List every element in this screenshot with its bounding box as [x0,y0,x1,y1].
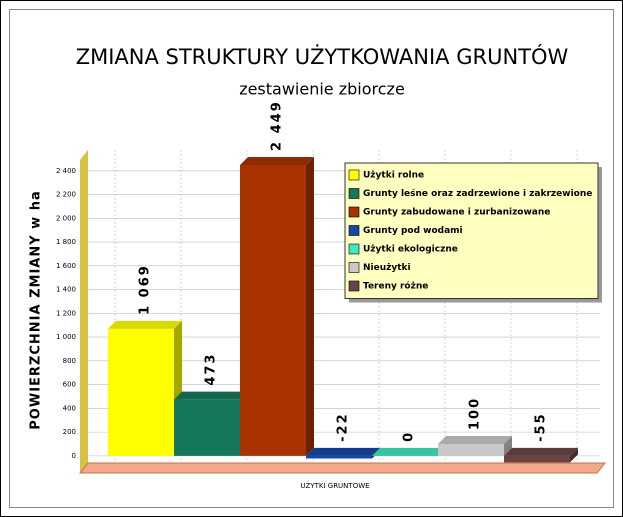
y-axis-label: POWIERZCHNIA ZMIANY w ha [29,190,44,429]
y-tick-label: 2 400 [56,167,76,175]
legend-swatch [348,280,360,292]
bar [438,443,504,456]
value-label: 2 449 [270,100,285,151]
legend-swatch [348,225,360,236]
y-wall [80,150,88,473]
x-axis-label: UŻYTKI GRUNTOWE [300,481,369,490]
y-tick-label: 2 000 [56,214,76,222]
y-tick-label: 1 000 [56,333,76,341]
bar-top [306,447,380,456]
legend-label: Nieużytki [363,263,411,273]
value-label: 0 [402,431,417,442]
y-tick-label: 2 200 [56,191,76,199]
bar [504,455,570,463]
bar-top [108,320,182,329]
y-tick-label: 1 400 [56,286,76,294]
bar [108,328,174,456]
legend-label: Tereny różne [363,281,428,292]
legend-swatch [348,206,360,218]
legend-label: Grunty zabudowane i zurbanizowane [363,208,550,218]
legend-label: Grunty pod wodami [363,226,463,236]
value-label: 473 [204,353,219,386]
value-label: 1 069 [138,264,153,315]
y-tick-label: 1 200 [56,309,76,317]
value-label: -55 [534,412,549,442]
bar-side [306,156,314,456]
floor [78,462,607,474]
legend-swatch [348,243,360,255]
bar-side [504,435,512,456]
legend-label: Użytki ekologiczne [363,245,458,255]
y-tick-label: 0 [72,452,76,460]
legend-swatch [348,262,360,273]
y-tick-label: 1 800 [56,238,76,246]
y-tick-label: 400 [63,404,76,412]
chart-subtitle: zestawienie zbiorcze [239,80,405,99]
y-tick-label: 600 [63,381,76,389]
legend-label: Użytki rolne [363,171,424,181]
y-tick-label: 800 [63,357,76,365]
bar-top [372,447,446,456]
bar [174,399,240,456]
bar-top [438,435,512,444]
y-tick-label: 200 [63,428,76,436]
value-label: -22 [336,412,351,442]
bar-side [570,447,578,463]
bar-top [504,447,578,456]
legend [344,162,599,299]
bar-top [174,391,248,400]
chart-title: ZMIANA STRUKTURY UŻYTKOWANIA GRUNTÓW [76,44,569,69]
y-tick-label: 1 600 [56,262,76,270]
value-label: 100 [468,397,483,430]
legend-swatch [348,188,360,199]
bar [306,455,372,459]
bar [240,164,306,456]
legend-swatch [348,169,360,181]
legend-label: Grunty leśne oraz zadrzewione i zakrzewi… [363,188,592,199]
bar-top [240,156,314,165]
